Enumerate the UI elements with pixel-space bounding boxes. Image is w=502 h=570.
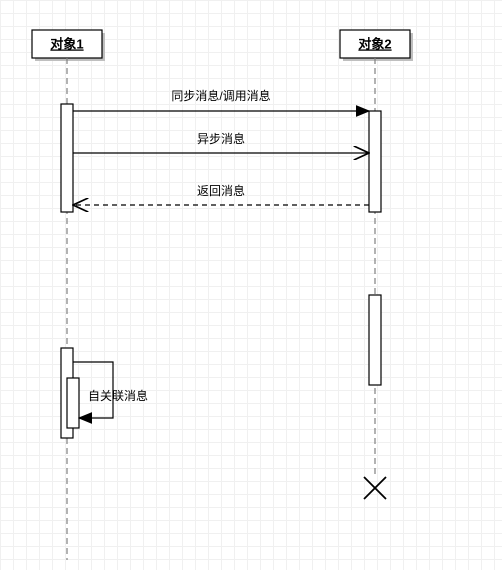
activation-obj1-0 [61,104,73,212]
lifeline-label-obj2: 对象2 [358,36,391,51]
message-label-sync: 同步消息/调用消息 [171,88,270,103]
activation-obj1-2 [67,378,79,428]
lifeline-label-obj1: 对象1 [50,36,83,51]
activation-obj2-1 [369,295,381,385]
sequence-diagram: 对象1 对象2 同步消息/调用消息异步消息返回消息自关联消息 [0,0,502,570]
message-label-return: 返回消息 [197,183,245,198]
activation-obj2-0 [369,111,381,212]
message-label-async: 异步消息 [197,131,245,146]
message-label-self: 自关联消息 [88,388,148,403]
